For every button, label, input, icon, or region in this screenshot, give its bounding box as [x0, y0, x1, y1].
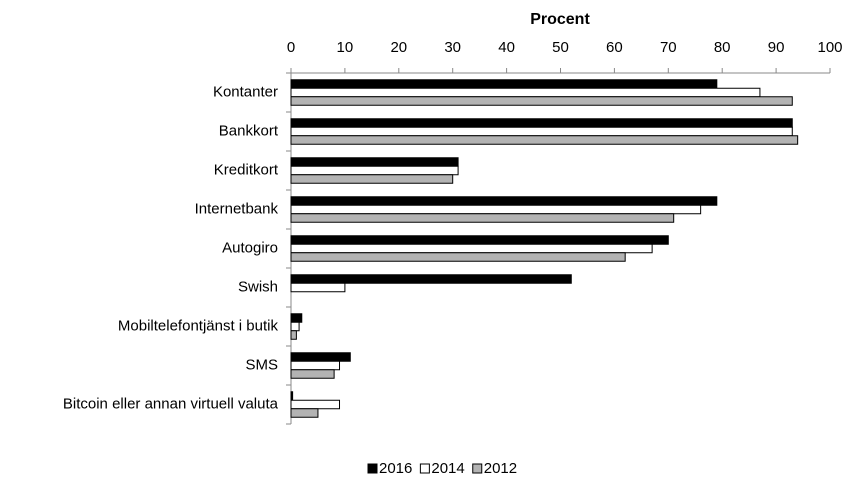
x-tick-label: 70: [660, 39, 677, 56]
bar: [290, 313, 303, 323]
x-tick-label: 90: [768, 39, 785, 56]
x-tick-label: 0: [287, 39, 295, 56]
bar: [290, 79, 718, 89]
bar: [290, 135, 799, 145]
y-tick-label: Bankkort: [219, 122, 279, 139]
bar: [290, 243, 653, 254]
bar: [290, 274, 572, 284]
bar: [290, 369, 335, 379]
bar: [290, 330, 297, 340]
bar: [290, 213, 675, 223]
bar: [290, 87, 761, 98]
bar: [290, 165, 459, 176]
bar: [290, 204, 702, 215]
bar: [290, 118, 793, 128]
legend-label: 2014: [431, 460, 464, 477]
bar: [290, 352, 351, 362]
bar: [290, 391, 294, 401]
y-tick-label: Mobiltelefontjänst i butik: [118, 317, 279, 334]
x-tick-label: 30: [444, 39, 461, 56]
bar: [290, 408, 319, 418]
x-tick-label: 80: [714, 39, 731, 56]
bar: [290, 157, 459, 167]
x-tick-label: 100: [817, 39, 842, 56]
bar: [290, 360, 341, 371]
bar: [290, 96, 793, 106]
bar: [290, 235, 669, 245]
y-tick-label: Bitcoin eller annan virtuell valuta: [63, 395, 279, 412]
y-tick-label: Kontanter: [213, 83, 278, 100]
x-tick-label: 60: [606, 39, 623, 56]
y-tick-label: Autogiro: [222, 239, 278, 256]
x-tick-label: 40: [498, 39, 515, 56]
bar: [290, 282, 346, 293]
bar: [290, 252, 626, 262]
y-tick-label: Kreditkort: [214, 161, 279, 178]
x-tick-label: 20: [390, 39, 407, 56]
y-tick-label: SMS: [245, 356, 278, 373]
y-tick-label: Internetbank: [195, 200, 279, 217]
bar: [290, 174, 454, 184]
legend-label: 2016: [379, 460, 412, 477]
legend-swatch: [419, 463, 430, 474]
bar: [290, 196, 718, 206]
legend-swatch: [367, 463, 378, 474]
chart-title: Procent: [530, 11, 590, 28]
bar: [290, 399, 341, 410]
y-tick-label: Swish: [238, 278, 278, 295]
bar: [290, 321, 300, 332]
legend-swatch: [472, 463, 483, 474]
bar: [290, 126, 793, 137]
x-tick-label: 10: [337, 39, 354, 56]
x-tick-label: 50: [552, 39, 569, 56]
legend-label: 2012: [484, 460, 517, 477]
